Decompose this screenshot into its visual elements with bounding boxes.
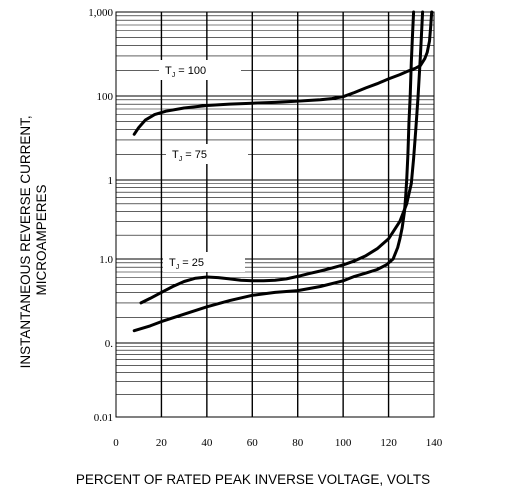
curve-label-1: TJ = 100 <box>165 65 206 79</box>
x-tick-label: 40 <box>201 437 213 449</box>
series-line-3 <box>132 10 416 333</box>
plot-frame <box>115 11 435 418</box>
y-tick-label: 0.01 <box>94 412 113 424</box>
y-axis-ticks: 1,000 100 1 1.0 0. 0.01 <box>88 7 113 424</box>
x-tick-label: 0 <box>113 437 119 449</box>
x-axis-title: PERCENT OF RATED PEAK INVERSE VOLTAGE, V… <box>76 472 430 487</box>
series-line-2 <box>139 10 425 305</box>
y-axis-title-line-1: INSTANTANEOUS REVERSE CURRENT, <box>18 115 33 368</box>
series-group <box>132 10 434 333</box>
y-tick-label: 100 <box>97 91 114 103</box>
y-axis-title-line-2: MICROAMPERES <box>34 184 49 295</box>
y-tick-label: 1.0 <box>99 254 113 266</box>
curve-label-background <box>163 252 245 272</box>
y-axis-title: INSTANTANEOUS REVERSE CURRENT, MICROAMPE… <box>18 112 49 369</box>
y-tick-label: 0. <box>105 338 114 350</box>
curve-labels: TJ = 100 TJ = 75 TJ = 25 <box>159 60 248 272</box>
x-tick-label: 120 <box>380 437 397 449</box>
x-tick-label: 80 <box>292 437 304 449</box>
curve-label-2: TJ = 75 <box>172 149 207 163</box>
curve-label-background <box>159 60 241 80</box>
x-tick-label: 20 <box>156 437 168 449</box>
x-tick-label: 60 <box>247 437 259 449</box>
y-tick-label: 1,000 <box>88 7 113 19</box>
curve-label-background <box>166 144 248 164</box>
x-tick-label: 140 <box>426 437 443 449</box>
x-tick-label: 100 <box>335 437 352 449</box>
curve-label-3: TJ = 25 <box>169 257 204 271</box>
x-axis-ticks: 0 20 40 60 80 100 120 140 <box>113 437 443 449</box>
y-tick-label: 1 <box>108 175 114 187</box>
grid <box>116 12 434 418</box>
series-line-1 <box>132 10 434 136</box>
